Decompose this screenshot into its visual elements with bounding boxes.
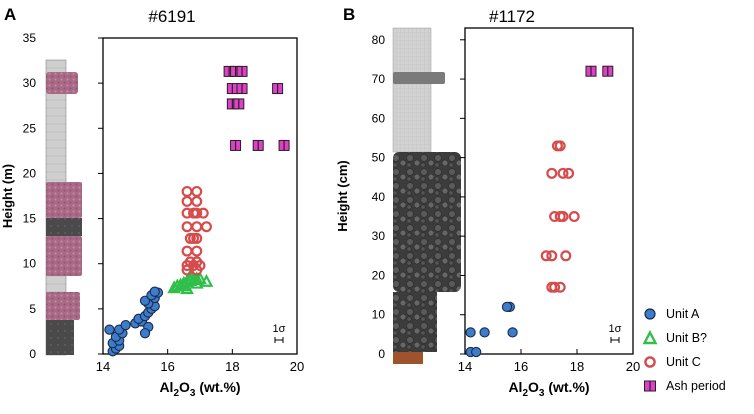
- panel-b-error-label: 1σ: [609, 323, 622, 335]
- legend-marker-unit-b: [640, 330, 662, 346]
- panel-a-point-unit-c: [191, 185, 203, 197]
- panel-a-point-unit-c: [191, 256, 203, 268]
- panel-a-point-unit-c: [181, 260, 193, 272]
- panel-a-title: #6191: [148, 7, 195, 26]
- panel-a-point-unit-a: [120, 319, 131, 331]
- panel-b-point-unit-c: [540, 250, 552, 262]
- panel-b-ytick-label: 70: [372, 72, 386, 86]
- panel-a-ylabel: Height (m): [0, 164, 15, 228]
- panel-a-point-unit-c: [181, 245, 193, 257]
- panel-b-point-unit-c: [546, 250, 558, 262]
- panel-a-point-unit-b: [199, 273, 214, 287]
- panel-a-point-unit-a: [149, 286, 160, 297]
- legend-label-unit-a: Unit A: [666, 307, 700, 321]
- panel-a-point-unit-a: [139, 295, 151, 306]
- panel-b-point-unit-a: [501, 301, 513, 313]
- panel-b-xtick-label: 14: [458, 359, 472, 374]
- panel-b-point-unit-a: [507, 327, 518, 338]
- panel-b-plot: 14 16 18 20 0 10 20 30 40 50 60 70 80 Al2O3 (wt.%) 1σ: [372, 27, 640, 399]
- panel-b-xlabel: Al2O3 (wt.%): [508, 379, 589, 399]
- legend-item-ash: Ash period: [640, 374, 752, 398]
- panel-b-ytick-label: 0: [378, 347, 385, 361]
- panel-b-point-unit-c: [568, 211, 580, 223]
- panel-a-plot: 14 16 18 20 0 5 10 15 20 25 30 35 Al2O3 (wt.%) 1σ: [23, 31, 305, 399]
- panel-a-ytick-label: 15: [23, 212, 37, 226]
- panel-a-point-unit-c: [200, 221, 212, 233]
- panel-a-ytick-label: 20: [23, 166, 37, 180]
- panel-a-point-unit-b: [180, 281, 194, 295]
- panel-a-ytick-label: 30: [23, 76, 37, 90]
- panel-b-ytick-label: 10: [372, 308, 386, 322]
- panel-b-ytick-label: 40: [372, 190, 386, 204]
- panel-b-point-unit-c: [557, 167, 569, 179]
- panel-a-point-unit-c: [191, 221, 203, 233]
- panel-b-title: #1172: [489, 7, 535, 26]
- panel-a-ytick-label: 5: [29, 302, 36, 316]
- legend-marker-unit-c: [640, 354, 662, 370]
- panel-b-strat-column: [392, 27, 461, 364]
- legend: Unit A Unit B? Unit C Ash period: [640, 302, 752, 398]
- panel-a-ytick-label: 10: [23, 257, 37, 271]
- legend-label-unit-b: Unit B?: [666, 331, 707, 345]
- panel-a-point-unit-c: [197, 207, 209, 219]
- panel-a-point-unit-c: [181, 195, 193, 207]
- panel-a-point-unit-b: [189, 275, 204, 289]
- panel-a-xtick-label: 16: [160, 359, 174, 374]
- panel-a-ytick-label: 35: [23, 31, 37, 45]
- panel-a-label: A: [4, 5, 16, 24]
- panel-b-point-unit-c: [546, 167, 558, 179]
- panel-a-plot-frame: [102, 37, 298, 355]
- panel-a-xlabel: Al2O3 (wt.%): [159, 379, 240, 399]
- panel-a-ytick-label: 0: [29, 347, 36, 361]
- panel-b-ytick-label: 80: [372, 33, 386, 47]
- panel-b-point-unit-c: [554, 140, 566, 152]
- legend-item-unit-c: Unit C: [640, 350, 752, 374]
- panel-b-point-unit-a: [471, 346, 482, 358]
- panel-b-ylabel: Height (cm): [335, 160, 350, 232]
- panel-b-ytick-label: 60: [372, 111, 386, 125]
- panel-b-xtick-label: 18: [570, 359, 584, 374]
- panel-b-ytick-label: 20: [372, 268, 386, 282]
- panel-b-point-unit-c: [563, 167, 575, 179]
- panel-b-point-unit-a: [465, 327, 476, 338]
- panel-a-error-label: 1σ: [273, 323, 286, 335]
- panel-a-point-unit-c: [188, 232, 200, 244]
- panel-b-ytick-label: 50: [372, 151, 386, 165]
- panel-a-point-unit-a: [104, 324, 115, 335]
- legend-label-unit-c: Unit C: [666, 355, 701, 369]
- panel-b-ytick-label: 30: [372, 229, 386, 243]
- panel-a-point-unit-b: [183, 268, 198, 282]
- legend-marker-unit-a: [640, 306, 662, 322]
- panel-a-point-unit-c: [191, 207, 203, 219]
- panel-b-label: B: [343, 5, 355, 24]
- panel-a-xtick-label: 18: [225, 359, 239, 374]
- panel-a-strat-column: [45, 59, 82, 356]
- panel-b-xtick-label: 16: [514, 359, 528, 374]
- panel-b-point-unit-c: [560, 250, 572, 262]
- panel-a-xtick-label: 20: [290, 359, 304, 374]
- panel-a-point-unit-c: [191, 195, 203, 207]
- panel-a-point-unit-c: [191, 245, 203, 257]
- legend-marker-ash: [640, 378, 662, 394]
- panel-a-point-unit-a: [139, 328, 151, 339]
- legend-item-unit-b: Unit B?: [640, 326, 752, 350]
- legend-item-unit-a: Unit A: [640, 302, 752, 326]
- panel-b-plot-frame: [464, 27, 634, 355]
- panel-a-point-unit-c: [181, 221, 193, 233]
- panel-a-ytick-label: 25: [23, 121, 37, 135]
- panel-b-point-unit-c: [549, 211, 561, 223]
- panel-b-point-unit-a: [479, 327, 490, 338]
- panel-a-point-unit-c: [181, 185, 193, 197]
- panel-b-point-unit-c: [546, 281, 558, 293]
- panel-a-xtick-label: 14: [96, 359, 110, 374]
- panel-b-xtick-label: 20: [626, 359, 640, 374]
- legend-label-ash: Ash period: [666, 379, 726, 393]
